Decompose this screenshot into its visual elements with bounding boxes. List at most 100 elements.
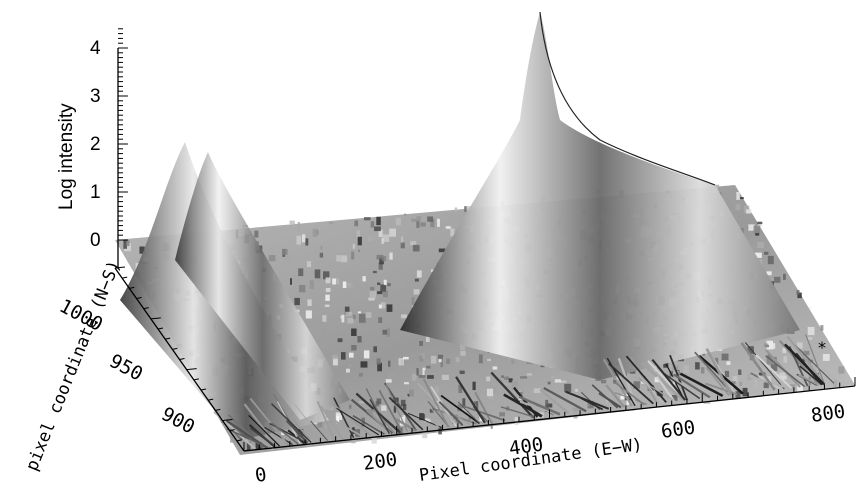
surface-streak: [591, 384, 619, 409]
axis-tick: [114, 266, 126, 269]
surface-speckle: [445, 226, 451, 229]
surface-speckle: [395, 217, 401, 226]
surface-speckle: [526, 373, 532, 376]
surface-speckle: [401, 314, 407, 319]
surface-speckle: [416, 221, 420, 228]
surface-speckle: [446, 358, 451, 364]
surface-speckle: [382, 329, 388, 335]
surface-speckle: [402, 415, 406, 418]
surface-speckle: [413, 244, 420, 252]
surface-speckle: [424, 418, 431, 422]
surface-speckle: [381, 432, 386, 437]
surface-speckle: [487, 395, 494, 400]
surface-speckle: [478, 354, 483, 364]
axis-tick: [236, 439, 242, 442]
surface-speckle: [492, 366, 498, 370]
surface-speckle: [746, 209, 752, 214]
surface-speckle: [462, 398, 466, 408]
surface-speckle: [305, 439, 312, 446]
surface-speckle: [700, 367, 705, 374]
surface-speckle: [323, 271, 330, 280]
axis-tick: [179, 358, 185, 360]
surface-speckle: [285, 254, 292, 262]
surface-speckle: [411, 297, 415, 306]
surface-speckle: [353, 314, 356, 320]
surface-speckle: [740, 197, 744, 200]
surface-speckle: [820, 325, 824, 331]
surface-speckle: [559, 380, 567, 383]
surface-speckle: [294, 297, 300, 306]
surface-speckle: [626, 400, 630, 405]
surface-speckle: [305, 310, 312, 319]
axis-tick: [229, 429, 235, 432]
axis-tick: [243, 449, 250, 452]
surface-speckle: [364, 217, 371, 221]
surface-streak: [705, 367, 730, 396]
surface-speckle: [573, 410, 578, 419]
surface-speckle: [397, 285, 405, 288]
axis-tick: [143, 307, 149, 310]
surface-speckle: [416, 216, 421, 222]
surface-speckle: [476, 401, 479, 411]
x-tick-label: 0: [254, 464, 268, 484]
x-axis-labels: 0 200 400 600 800: [254, 400, 847, 484]
surface-speckle: [501, 375, 504, 378]
axis-tick: [172, 347, 178, 350]
surface-speckle: [420, 222, 426, 227]
surface-speckle: [352, 244, 356, 249]
surface-speckle: [309, 280, 315, 289]
surface-speckle: [780, 375, 787, 380]
surface-speckle: [422, 367, 425, 377]
z-tick-label: 2: [90, 134, 101, 155]
surface-streak: [310, 420, 328, 441]
surface-speckle: [736, 191, 740, 200]
surface-speckle: [325, 277, 331, 284]
surface-speckle: [370, 426, 375, 432]
surface-speckle: [305, 238, 309, 246]
surface-speckle: [605, 399, 609, 404]
surface-speckle: [289, 220, 295, 225]
surface-speckle: [514, 415, 519, 418]
surface-speckle: [357, 236, 362, 246]
surface-speckle: [400, 360, 404, 366]
surface-speckle: [299, 285, 306, 293]
surface-speckle: [367, 236, 373, 242]
surface-speckle: [312, 228, 318, 237]
surface-speckle: [351, 345, 357, 351]
surface-speckle: [393, 405, 397, 413]
surface-speckle: [789, 331, 795, 334]
surface-speckle: [358, 249, 361, 252]
axis-tick: [186, 368, 197, 371]
surface-speckle: [298, 268, 304, 277]
surface-streak: [784, 343, 825, 386]
surface-speckle: [386, 304, 393, 312]
surface-speckle: [833, 378, 837, 387]
z-axis-title: Log intensity: [56, 103, 77, 210]
surface-speckle: [472, 381, 476, 391]
surface-streak: [602, 358, 633, 407]
surface-speckle: [838, 366, 845, 374]
surface-streak: [450, 411, 471, 425]
surface-streak: [438, 401, 464, 427]
surface-streak: [798, 373, 820, 386]
surface-speckle: [357, 311, 361, 314]
surface-speckle: [321, 328, 328, 333]
surface-speckle: [754, 252, 762, 258]
surface-speckle: [620, 395, 627, 400]
surface-speckle: [772, 343, 776, 349]
surface-streak: [226, 427, 269, 449]
surface-streak: [369, 398, 390, 434]
surface-speckle: [378, 304, 382, 309]
surface-speckle: [349, 352, 354, 358]
surface-speckle: [757, 242, 764, 248]
surface-speckle: [351, 328, 357, 336]
surface-speckle: [564, 383, 572, 393]
surface-speckle: [377, 282, 381, 285]
surface-speckle: [386, 328, 390, 337]
surface-speckle: [379, 257, 384, 265]
surface-speckle: [486, 376, 491, 382]
surface-speckle: [520, 376, 527, 379]
axis-tick: [215, 408, 221, 411]
surface-speckle: [397, 427, 403, 434]
surface-speckle: [797, 384, 803, 394]
